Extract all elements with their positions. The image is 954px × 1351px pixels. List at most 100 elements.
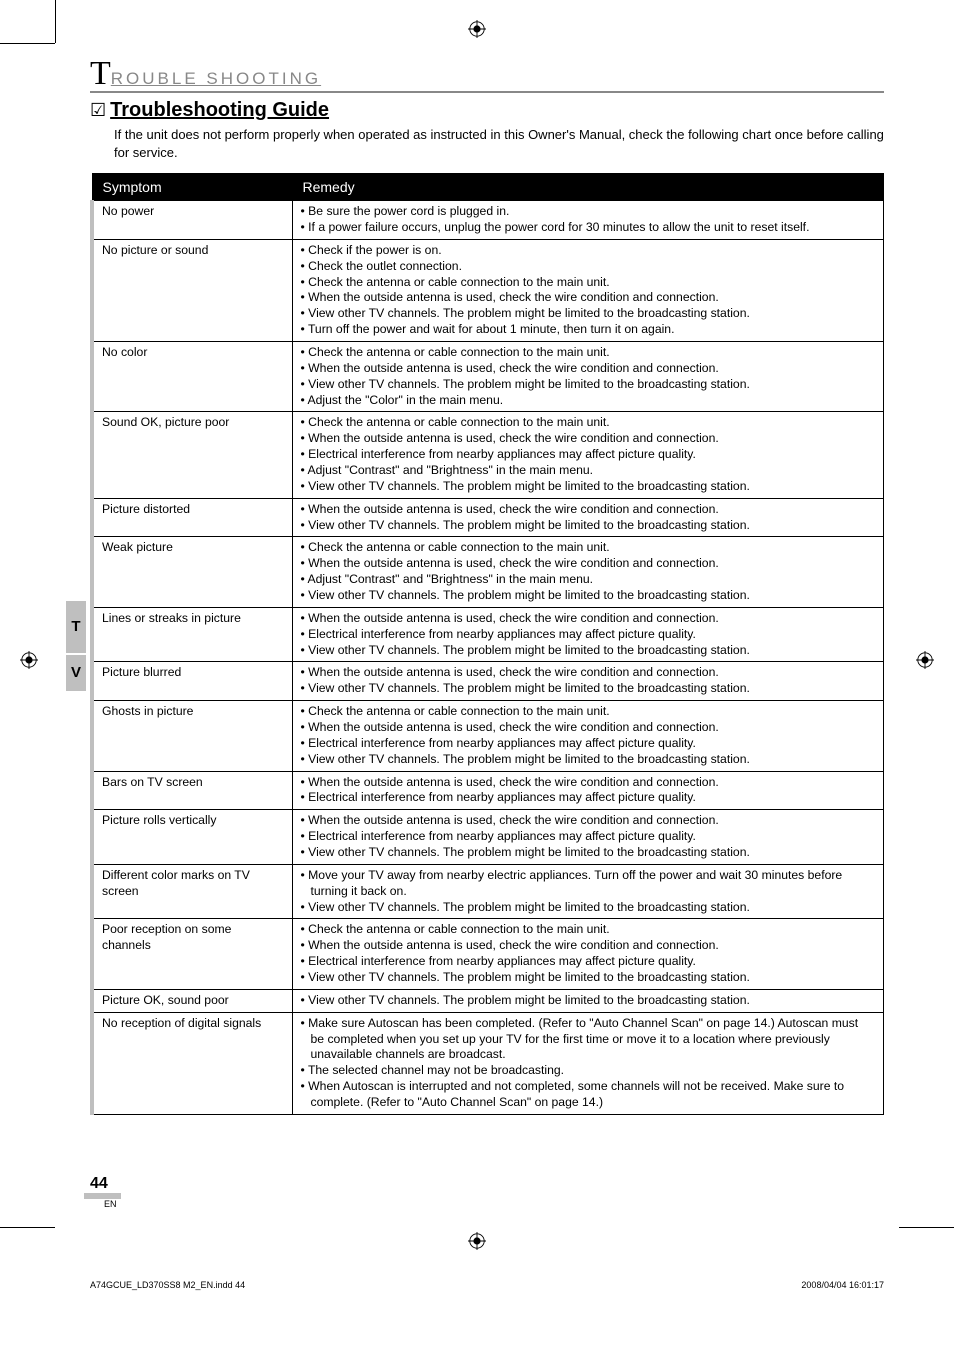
remedy-cell: When the outside antenna is used, check … — [292, 662, 884, 701]
remedy-item: Check the antenna or cable connection to… — [301, 540, 876, 556]
remedy-item: When the outside antenna is used, check … — [301, 431, 876, 447]
crop-mark — [0, 1227, 55, 1228]
table-row: No powerBe sure the power cord is plugge… — [92, 201, 884, 240]
table-row: Picture rolls vertically When the outside… — [92, 810, 884, 865]
troubleshooting-table: Symptom Remedy No powerBe sure the power… — [90, 173, 884, 1115]
table-row: Picture blurred When the outside antenna … — [92, 662, 884, 701]
remedy-item: View other TV channels. The problem migh… — [301, 479, 876, 495]
remedy-item: Adjust "Contrast" and "Brightness" in th… — [301, 463, 876, 479]
table-row: Different color marks on TV screen Move y… — [92, 864, 884, 919]
remedy-item: Make sure Autoscan has been completed. (… — [301, 1016, 876, 1064]
remedy-item: Check the antenna or cable connection to… — [301, 345, 876, 361]
remedy-item: View other TV channels. The problem migh… — [301, 588, 876, 604]
registration-mark-top-icon — [468, 20, 486, 38]
remedy-item: View other TV channels. The problem migh… — [301, 993, 876, 1009]
remedy-item: If a power failure occurs, unplug the po… — [301, 220, 876, 236]
remedy-item: Check if the power is on. — [301, 243, 876, 259]
remedy-cell: When the outside antenna is used, check … — [292, 498, 884, 537]
remedy-cell: Check the antenna or cable connection to… — [292, 701, 884, 771]
remedy-item: When the outside antenna is used, check … — [301, 665, 876, 681]
table-row: Weak pictureCheck the antenna or cable c… — [92, 537, 884, 607]
crop-mark — [899, 1227, 954, 1228]
remedy-item: View other TV channels. The problem migh… — [301, 681, 876, 697]
symptom-cell: Ghosts in picture — [92, 701, 292, 771]
symptom-cell: Bars on TV screen — [92, 771, 292, 810]
footer-left: A74GCUE_LD370SS8 M2_EN.indd 44 — [90, 1280, 245, 1290]
remedy-item: View other TV channels. The problem migh… — [301, 970, 876, 986]
remedy-item: Electrical interference from nearby appl… — [301, 954, 876, 970]
table-row: Sound OK, picture poor Check the antenna … — [92, 412, 884, 498]
remedy-item: Move your TV away from nearby electric a… — [301, 868, 876, 900]
remedy-item: When the outside antenna is used, check … — [301, 775, 876, 791]
col-header-remedy: Remedy — [292, 174, 884, 201]
remedy-item: Check the outlet connection. — [301, 259, 876, 275]
symptom-cell: No reception of digital signals — [92, 1012, 292, 1114]
remedy-item: View other TV channels. The problem migh… — [301, 845, 876, 861]
remedy-item: Be sure the power cord is plugged in. — [301, 204, 876, 220]
remedy-cell: Move your TV away from nearby electric a… — [292, 864, 884, 919]
remedy-cell: Check if the power is on.Check the outle… — [292, 239, 884, 341]
footer-right: 2008/04/04 16:01:17 — [801, 1280, 884, 1290]
symptom-cell: Sound OK, picture poor — [92, 412, 292, 498]
side-tab-t: T — [66, 601, 86, 653]
section-header: TROUBLE SHOOTING — [90, 60, 884, 93]
table-row: Poor reception on some channels Check the… — [92, 919, 884, 989]
remedy-item: When the outside antenna is used, check … — [301, 290, 876, 306]
remedy-item: View other TV channels. The problem migh… — [301, 643, 876, 659]
remedy-item: View other TV channels. The problem migh… — [301, 900, 876, 916]
remedy-cell: Check the antenna or cable connection to… — [292, 341, 884, 411]
remedy-cell: Check the antenna or cable connection to… — [292, 412, 884, 498]
intro-text: If the unit does not perform properly wh… — [114, 126, 884, 161]
table-row: Picture OK, sound poor View other TV chan… — [92, 989, 884, 1012]
symptom-cell: No color — [92, 341, 292, 411]
remedy-item: Electrical interference from nearby appl… — [301, 790, 876, 806]
remedy-item: Electrical interference from nearby appl… — [301, 447, 876, 463]
remedy-cell: View other TV channels. The problem migh… — [292, 989, 884, 1012]
remedy-item: Check the antenna or cable connection to… — [301, 415, 876, 431]
remedy-item: When the outside antenna is used, check … — [301, 611, 876, 627]
remedy-cell: Check the antenna or cable connection to… — [292, 919, 884, 989]
remedy-item: View other TV channels. The problem migh… — [301, 518, 876, 534]
remedy-item: Electrical interference from nearby appl… — [301, 736, 876, 752]
remedy-item: Electrical interference from nearby appl… — [301, 627, 876, 643]
table-row: No picture or soundCheck if the power is… — [92, 239, 884, 341]
remedy-cell: Be sure the power cord is plugged in.If … — [292, 201, 884, 240]
symptom-cell: Picture blurred — [92, 662, 292, 701]
remedy-item: When the outside antenna is used, check … — [301, 813, 876, 829]
page-number-block: 44 EN — [90, 1175, 884, 1210]
symptom-cell: Picture OK, sound poor — [92, 989, 292, 1012]
remedy-item: Check the antenna or cable connection to… — [301, 922, 876, 938]
remedy-item: View other TV channels. The problem migh… — [301, 377, 876, 393]
symptom-cell: Lines or streaks in picture — [92, 607, 292, 662]
remedy-cell: When the outside antenna is used, check … — [292, 607, 884, 662]
remedy-item: View other TV channels. The problem migh… — [301, 752, 876, 768]
table-row: Bars on TV screen When the outside antenn… — [92, 771, 884, 810]
table-row: Ghosts in pictureCheck the antenna or ca… — [92, 701, 884, 771]
footer-meta: A74GCUE_LD370SS8 M2_EN.indd 44 2008/04/0… — [90, 1280, 884, 1290]
table-row: Picture distortedWhen the outside antenn… — [92, 498, 884, 537]
troubleshooting-table-wrap: T V Symptom Remedy No powerBe sure the p… — [90, 173, 884, 1115]
registration-mark-bottom-icon — [468, 1232, 486, 1250]
side-tab-v: V — [66, 655, 86, 691]
section-drop-cap: T — [90, 60, 111, 87]
remedy-item: When Autoscan is interrupted and not com… — [301, 1079, 876, 1111]
remedy-item: When the outside antenna is used, check … — [301, 938, 876, 954]
symptom-cell: Picture distorted — [92, 498, 292, 537]
remedy-item: When the outside antenna is used, check … — [301, 556, 876, 572]
page-number: 44 — [90, 1175, 884, 1193]
checkbox-icon: ☑ — [90, 101, 106, 119]
symptom-cell: No picture or sound — [92, 239, 292, 341]
symptom-cell: Different color marks on TV screen — [92, 864, 292, 919]
symptom-cell: Picture rolls vertically — [92, 810, 292, 865]
symptom-cell: No power — [92, 201, 292, 240]
table-row: No color Check the antenna or cable conne… — [92, 341, 884, 411]
registration-mark-left-icon — [20, 651, 38, 669]
symptom-cell: Poor reception on some channels — [92, 919, 292, 989]
remedy-item: Check the antenna or cable connection to… — [301, 275, 876, 291]
table-row: Lines or streaks in picture When the outs… — [92, 607, 884, 662]
registration-mark-right-icon — [916, 651, 934, 669]
crop-mark — [55, 0, 56, 43]
remedy-item: Turn off the power and wait for about 1 … — [301, 322, 876, 338]
remedy-cell: Check the antenna or cable connection to… — [292, 537, 884, 607]
page-lang: EN — [84, 1193, 121, 1209]
